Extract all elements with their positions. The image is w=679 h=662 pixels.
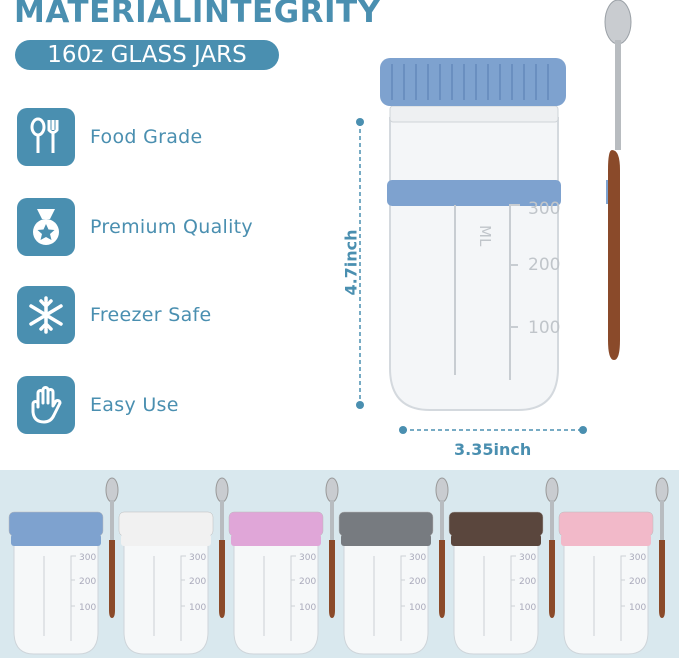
feature-label: Premium Quality <box>90 216 253 238</box>
feature-premium-quality: Premium Quality <box>17 198 253 256</box>
svg-text:100: 100 <box>409 603 426 613</box>
jar-lid <box>118 511 214 537</box>
jar-lid <box>558 511 654 537</box>
svg-text:300: 300 <box>189 553 206 563</box>
unit-ml: ML <box>476 225 494 247</box>
jar-lid <box>228 511 324 537</box>
jar-band <box>121 534 211 546</box>
svg-text:300: 300 <box>409 553 426 563</box>
mark-100: 100 <box>528 318 560 338</box>
subtitle-pill: 160z GLASS JARS <box>15 40 279 70</box>
medal-star-icon <box>17 198 75 256</box>
svg-text:200: 200 <box>189 577 206 587</box>
spoon-fork-icon <box>17 108 75 166</box>
svg-text:100: 100 <box>519 603 536 613</box>
svg-text:300: 300 <box>79 553 96 563</box>
jar-band <box>341 534 431 546</box>
feature-label: Easy Use <box>90 394 179 416</box>
svg-text:300: 300 <box>629 553 646 563</box>
mark-200: 200 <box>528 255 560 275</box>
svg-text:200: 200 <box>79 577 96 587</box>
snowflake-icon <box>17 286 75 344</box>
height-label: 4.7inch <box>341 229 361 296</box>
width-dimension-line <box>399 426 587 434</box>
main-jar-illustration: 300 200 100 ML <box>356 0 632 434</box>
svg-text:100: 100 <box>79 603 96 613</box>
jar-band <box>387 180 561 206</box>
mark-300: 300 <box>528 199 560 219</box>
feature-freezer-safe: Freezer Safe <box>17 286 212 344</box>
svg-text:300: 300 <box>519 553 536 563</box>
jar-band <box>561 534 651 546</box>
svg-text:100: 100 <box>299 603 316 613</box>
svg-text:100: 100 <box>629 603 646 613</box>
feature-label: Freezer Safe <box>90 304 212 326</box>
jar-variant-white: 300 200 100 <box>116 476 231 662</box>
measurement-scale <box>454 204 520 380</box>
svg-text:200: 200 <box>519 577 536 587</box>
svg-text:200: 200 <box>629 577 646 587</box>
jar-variant-pink: 300 200 100 <box>226 476 341 662</box>
jar-band <box>451 534 541 546</box>
jar-variant-brown: 300 200 100 <box>446 476 561 662</box>
jar-band <box>11 534 101 546</box>
hand-icon <box>17 376 75 434</box>
feature-food-grade: Food Grade <box>17 108 203 166</box>
jar-lid <box>380 58 566 106</box>
jar-lid <box>8 511 104 537</box>
svg-text:100: 100 <box>189 603 206 613</box>
feature-label: Food Grade <box>90 126 203 148</box>
width-label: 3.35inch <box>454 440 532 459</box>
svg-text:200: 200 <box>299 577 316 587</box>
jar-lid <box>448 511 544 537</box>
svg-text:300: 300 <box>299 553 316 563</box>
spoon <box>604 0 632 360</box>
jar-band <box>231 534 321 546</box>
svg-text:200: 200 <box>409 577 426 587</box>
jar-variant-gray: 300 200 100 <box>336 476 451 662</box>
jar-lid <box>338 511 434 537</box>
feature-easy-use: Easy Use <box>17 376 179 434</box>
jar-variant-light-pink: 300 200 100 <box>556 476 671 662</box>
page-title: MATERIALINTEGRITY <box>14 0 381 30</box>
height-dimension-line <box>356 118 364 409</box>
jar-variant-blue: 300 200 100 <box>6 476 121 662</box>
